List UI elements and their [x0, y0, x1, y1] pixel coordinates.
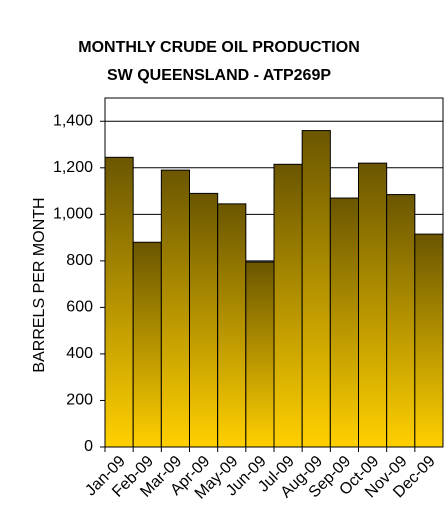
bar	[245, 261, 275, 448]
bar	[301, 130, 331, 448]
y-tick-label: 0	[84, 438, 93, 455]
y-axis-label: BARRELS PER MONTH	[31, 197, 48, 372]
chart-title: MONTHLY CRUDE OIL PRODUCTION	[78, 39, 360, 56]
bar	[273, 163, 303, 448]
bar	[104, 156, 134, 448]
bar	[386, 194, 416, 448]
y-tick-label: 800	[66, 252, 93, 269]
bar	[189, 192, 219, 448]
bar	[329, 197, 360, 448]
y-tick-label: 1,200	[53, 159, 93, 176]
y-tick-label: 400	[66, 345, 93, 362]
y-tick-label: 200	[66, 392, 93, 409]
bar	[414, 233, 444, 448]
bar	[132, 241, 162, 448]
y-tick-label: 1,000	[53, 206, 93, 223]
y-tick-label: 1,400	[53, 112, 93, 129]
y-tick-label: 600	[66, 299, 93, 316]
bar	[358, 162, 388, 448]
bar	[217, 203, 247, 448]
bar	[160, 169, 190, 448]
chart-subtitle: SW QUEENSLAND - ATP269P	[107, 67, 331, 84]
